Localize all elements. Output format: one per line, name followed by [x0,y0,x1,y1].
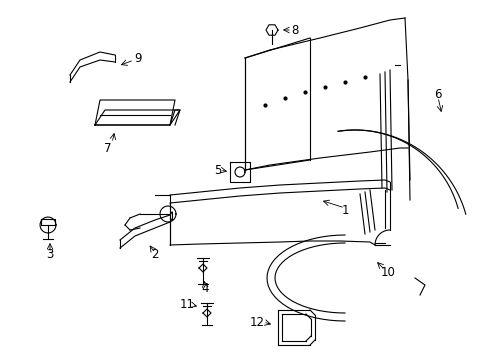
Text: 6: 6 [433,89,441,102]
Text: 3: 3 [46,248,54,261]
Text: 7: 7 [104,141,112,154]
Text: 5: 5 [214,163,221,176]
Text: 9: 9 [134,51,142,64]
Text: 11: 11 [179,298,194,311]
Text: 8: 8 [291,23,298,36]
Text: 2: 2 [151,248,159,261]
Text: 1: 1 [341,203,348,216]
Text: 4: 4 [201,282,208,294]
Text: 10: 10 [380,266,395,279]
Text: 12: 12 [249,315,264,328]
